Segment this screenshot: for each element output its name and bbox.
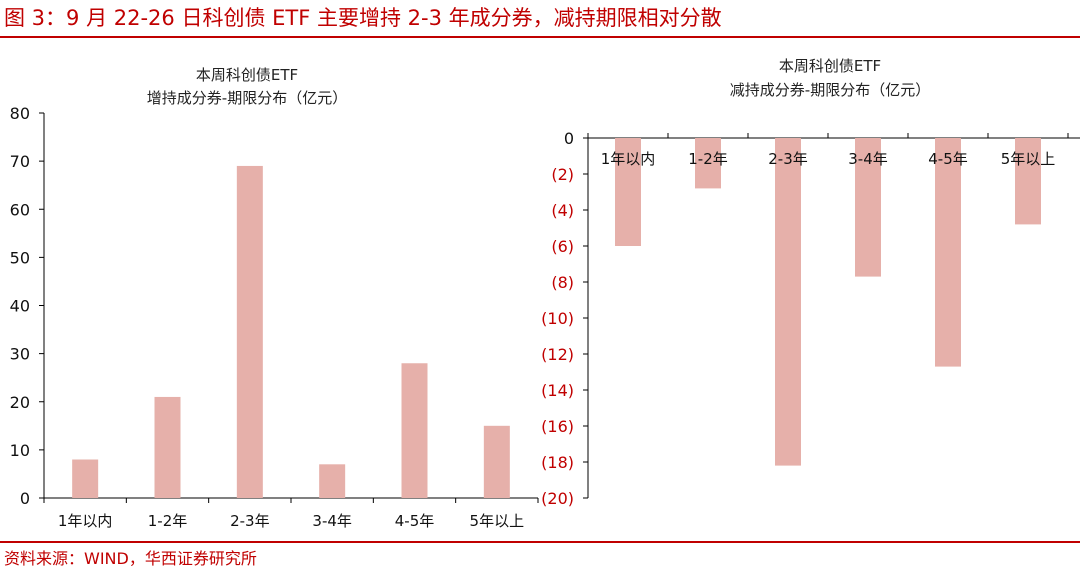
y-tick-label: 70 [10,152,30,171]
charts-canvas: 本周科创债ETF 增持成分券-期限分布（亿元） 0 10 20 30 40 50 60 70 8… [10,57,1080,530]
decrease-bars [615,138,1041,466]
increase-category-labels: 1年以内 1-2年 2-3年 3-4年 4-5年 5年以上 [58,512,524,530]
decrease-y-ticks: 0 (2) (4) (6) (8) (10) (12) (14) (16) (18) (20) [541,129,1069,508]
y-tick-label: (16) [541,417,574,436]
y-tick-label: (2) [551,165,574,184]
y-tick-label: 20 [10,393,30,412]
category-label: 4-5年 [395,512,435,530]
decrease-chart-title: 本周科创债ETF [779,57,881,75]
category-label: 2-3年 [230,512,270,530]
bar-3 [775,138,801,466]
y-tick-label: 30 [10,345,30,364]
category-label: 1-2年 [688,150,728,168]
bar-4 [855,138,881,277]
category-label: 3-4年 [848,150,888,168]
bar-1 [72,459,99,498]
category-label: 1-2年 [148,512,188,530]
y-tick-label: 60 [10,200,30,219]
increase-bars [72,165,510,498]
bar-5 [401,363,428,498]
decrease-chart: 本周科创债ETF 减持成分券-期限分布（亿元） 0 (2) (4) (6) (8) (10… [541,57,1080,508]
bar-4 [319,464,346,498]
y-tick-label: 80 [10,104,30,123]
source-rule [0,541,1080,543]
category-label: 5年以上 [470,512,525,530]
increase-y-ticks: 0 10 20 30 40 50 60 70 80 [10,104,539,508]
figure-title: 图 3：9 月 22-26 日科创债 ETF 主要增持 2-3 年成分券，减持期… [4,6,722,30]
bar-3 [236,165,263,498]
y-tick-label: (20) [541,489,574,508]
source-note: 资料来源：WIND，华西证券研究所 [4,549,257,568]
increase-chart-title: 本周科创债ETF [196,66,298,84]
y-tick-label: (6) [551,237,574,256]
y-tick-label: 50 [10,248,30,267]
category-label: 4-5年 [928,150,968,168]
decrease-category-labels: 1年以内 1-2年 2-3年 3-4年 4-5年 5年以上 [601,150,1056,168]
bar-6 [483,425,510,498]
bar-1 [615,138,641,246]
bar-6 [1015,138,1041,225]
category-label: 3-4年 [312,512,352,530]
increase-chart: 本周科创债ETF 增持成分券-期限分布（亿元） 0 10 20 30 40 50 60 70 8… [10,66,539,530]
y-tick-label: (18) [541,453,574,472]
category-label: 2-3年 [768,150,808,168]
bar-2 [695,138,721,189]
bar-5 [935,138,961,367]
title-rule [0,36,1080,38]
y-tick-label: 0 [20,489,30,508]
y-tick-label: 0 [564,129,574,148]
category-label: 1年以内 [601,150,656,168]
bar-2 [154,396,181,498]
y-tick-label: (8) [551,273,574,292]
y-tick-label: (12) [541,345,574,364]
y-tick-label: (14) [541,381,574,400]
y-tick-label: (4) [551,201,574,220]
category-label: 1年以内 [58,512,113,530]
y-tick-label: 10 [10,441,30,460]
y-tick-label: 40 [10,297,30,316]
increase-chart-subtitle: 增持成分券-期限分布（亿元） [147,89,347,107]
y-tick-label: (10) [541,309,574,328]
category-label: 5年以上 [1001,150,1056,168]
decrease-chart-subtitle: 减持成分券-期限分布（亿元） [730,81,930,99]
